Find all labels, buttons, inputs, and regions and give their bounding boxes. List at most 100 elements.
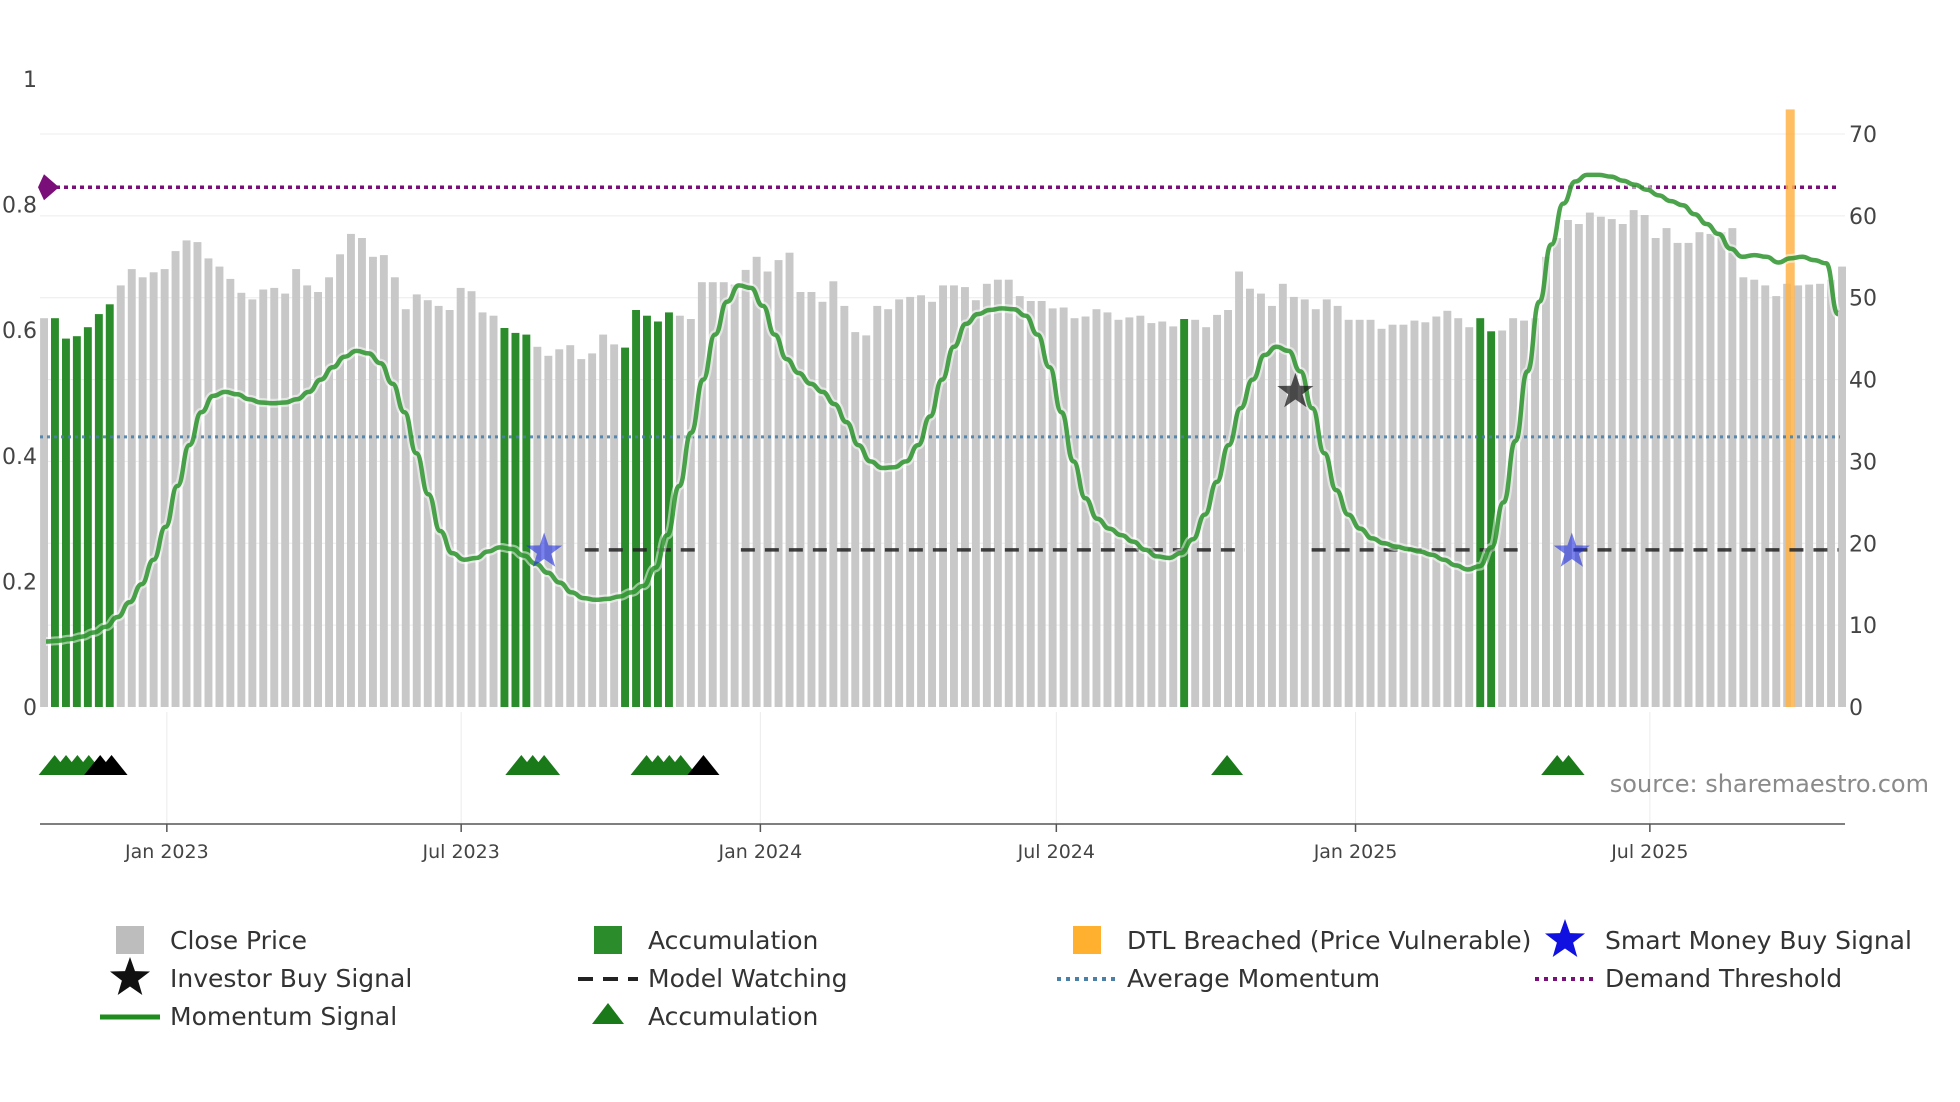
signal-stars	[526, 372, 1590, 567]
close-price-bar	[1695, 232, 1704, 707]
close-price-bar	[1026, 301, 1035, 707]
close-price-bar	[160, 269, 169, 707]
close-price-bar	[1739, 277, 1748, 707]
close-price-bar	[1213, 314, 1221, 707]
close-price-bar	[1300, 299, 1309, 707]
close-price-bar	[1816, 283, 1824, 707]
close-price-bar	[281, 293, 290, 707]
close-price-bar	[1662, 228, 1671, 707]
close-price-bar	[478, 312, 487, 707]
close-price-bar	[884, 309, 893, 707]
close-price-bar	[1125, 317, 1134, 707]
accumulation-bar	[632, 310, 640, 707]
close-price-bar	[862, 335, 871, 707]
accumulation-triangle	[1211, 755, 1244, 775]
close-price-bar	[314, 292, 322, 707]
close-price-bar	[566, 345, 575, 707]
legend-investor-star-icon	[110, 957, 150, 995]
x-tick-label: Jul 2024	[1017, 841, 1095, 863]
close-price-bar	[1454, 318, 1463, 707]
close-price-bar	[993, 279, 1002, 707]
close-price-bar	[741, 269, 750, 707]
close-price-bar	[270, 287, 279, 707]
left-y-tick-label: 0.4	[2, 445, 37, 470]
accumulation-bar	[500, 328, 509, 707]
dtl-breached-bar	[1785, 109, 1795, 707]
close-price-bar	[1092, 309, 1101, 707]
close-price-bar	[303, 285, 312, 707]
accumulation-triangle	[528, 755, 561, 775]
close-price-bar	[1289, 296, 1298, 707]
right-y-tick-label: 40	[1849, 369, 1877, 394]
close-price-bar	[215, 266, 224, 707]
close-price-bar	[1553, 238, 1561, 707]
right-y-axis-ticks: 0 10 20 30 40 50 60 70	[1849, 123, 1877, 721]
close-price-bar	[533, 346, 542, 707]
close-price-bar	[928, 301, 936, 707]
close-price-bar	[1564, 220, 1572, 707]
accumulation-bar	[643, 315, 651, 707]
legend: Close Price Investor Buy Signal Momentum…	[100, 919, 1912, 1031]
x-tick-label: Jan 2023	[124, 841, 209, 863]
source-label[interactable]: source: sharemaestro.com	[1610, 770, 1929, 798]
close-price-bars	[40, 210, 1846, 708]
close-price-bar	[138, 277, 147, 707]
close-price-bar	[719, 282, 728, 707]
close-price-bar	[1169, 326, 1178, 707]
close-price-bar	[358, 238, 366, 707]
close-price-bar	[423, 300, 432, 707]
close-price-bar	[1059, 307, 1068, 707]
close-price-bar	[774, 260, 783, 707]
momentum-signal-group	[45, 170, 1843, 646]
close-price-bar	[1717, 232, 1726, 707]
close-price-bar	[401, 309, 410, 707]
signal-markers-row	[38, 755, 1585, 775]
close-price-bar	[1706, 233, 1715, 707]
close-price-bar	[1257, 293, 1265, 707]
close-price-bar	[1673, 242, 1682, 707]
close-price-bar	[763, 271, 772, 707]
close-price-bar	[829, 281, 838, 707]
close-price-bar	[1596, 216, 1605, 707]
legend-demand-threshold-label: Demand Threshold	[1605, 964, 1842, 993]
right-y-tick-label: 20	[1849, 532, 1877, 557]
close-price-bar	[1618, 224, 1627, 707]
close-price-bar	[1015, 296, 1024, 707]
close-price-bar	[1333, 305, 1342, 707]
close-price-bar	[1246, 288, 1254, 707]
investor-triangle	[95, 755, 128, 775]
accumulation-triangle	[664, 755, 697, 775]
close-price-bar	[1509, 318, 1518, 707]
close-price-bar	[906, 296, 915, 707]
legend-accumulation-label: Accumulation	[648, 926, 818, 955]
x-axis-ticks: Jan 2023 Jul 2023 Jan 2024 Jul 2024 Jan 2025…	[124, 824, 1689, 863]
close-price-bar	[752, 256, 761, 707]
legend-accumulation-triangle-icon	[592, 1003, 624, 1024]
close-price-bar	[939, 285, 947, 707]
close-price-bar	[369, 256, 377, 707]
legend-model-watching-label: Model Watching	[648, 964, 848, 993]
smart-money-star	[526, 532, 563, 567]
close-price-bar	[1629, 210, 1638, 707]
x-tick-label: Jan 2025	[1313, 841, 1398, 863]
close-price-bar	[1531, 318, 1539, 707]
legend-close-price-swatch	[116, 926, 144, 954]
close-price-bar	[1728, 228, 1737, 707]
legend-momentum-label: Momentum Signal	[170, 1002, 397, 1031]
close-price-bar	[840, 305, 849, 707]
close-price-bar	[730, 284, 739, 707]
close-price-bar	[1585, 212, 1594, 707]
close-price-bar	[1827, 279, 1835, 707]
close-price-bar	[489, 315, 498, 707]
right-y-tick-label: 10	[1849, 614, 1877, 639]
close-price-bar	[1322, 299, 1331, 707]
accumulation-bar	[62, 338, 70, 707]
accumulation-bar	[654, 321, 662, 707]
close-price-bar	[1794, 285, 1803, 707]
close-price-bar	[1651, 238, 1660, 707]
right-y-tick-label: 30	[1849, 450, 1877, 475]
accumulation-bar	[51, 318, 59, 707]
close-price-bar	[1081, 316, 1090, 707]
accumulation-bar	[621, 347, 629, 707]
